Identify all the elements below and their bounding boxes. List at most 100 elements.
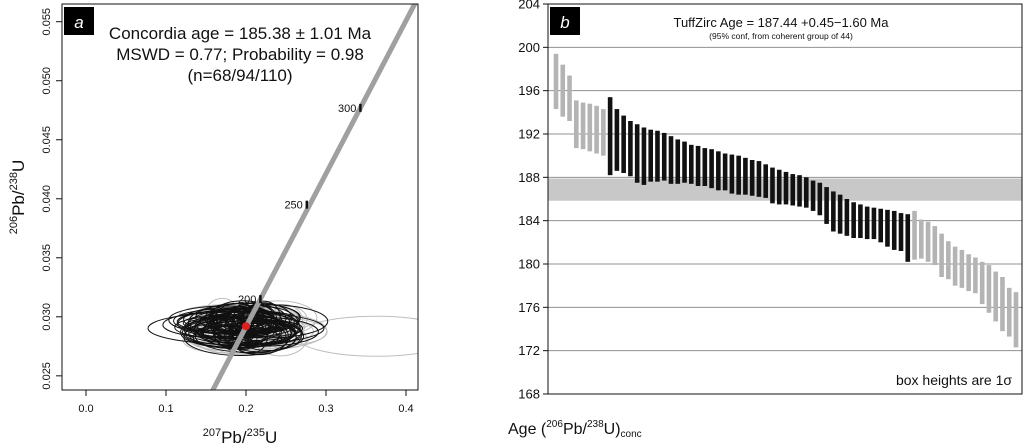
included-age-box bbox=[709, 149, 714, 189]
x-tick-label: 0.2 bbox=[238, 403, 253, 415]
excluded-age-box bbox=[560, 64, 566, 117]
concordia-tick-label: 300 bbox=[338, 103, 356, 115]
excluded-age-box bbox=[925, 221, 931, 262]
concordia-age-text: Concordia age = 185.38 ± 1.01 Ma bbox=[109, 24, 372, 43]
included-age-box bbox=[634, 124, 640, 183]
excluded-age-box bbox=[979, 261, 985, 305]
x-tick-label: 0.3 bbox=[318, 403, 333, 415]
excluded-age-box bbox=[601, 109, 606, 156]
y-axis-ticks-b: 168 172 176 180 184 188 192 196 200 204 bbox=[518, 0, 548, 402]
plot-frame bbox=[61, 3, 419, 391]
included-age-box bbox=[607, 97, 613, 176]
y-tick-label: 0.040 bbox=[41, 185, 53, 213]
xb-label-sup1: 206 bbox=[546, 419, 563, 430]
included-age-box bbox=[837, 194, 843, 234]
x-tick-label: 0.4 bbox=[398, 403, 413, 415]
included-age-box bbox=[817, 182, 823, 216]
excluded-age-box bbox=[1013, 292, 1019, 348]
included-age-box bbox=[668, 136, 674, 184]
y-tick-label: 0.025 bbox=[41, 362, 53, 390]
accepted-ellipse bbox=[184, 321, 296, 347]
included-age-box bbox=[648, 129, 654, 182]
plot-frame-b bbox=[547, 3, 1023, 395]
excluded-age-box bbox=[966, 254, 971, 292]
included-age-box bbox=[614, 109, 620, 171]
y-tick-label: 0.055 bbox=[41, 8, 53, 36]
y-tick-label-b: 176 bbox=[518, 300, 540, 315]
x-axis-label: 207Pb/235U bbox=[203, 427, 278, 447]
included-age-box bbox=[864, 206, 870, 240]
x-label-post: U bbox=[265, 428, 277, 447]
excluded-age-box bbox=[959, 249, 965, 288]
xb-label-sub: conc bbox=[621, 429, 642, 440]
xb-label-pre: Age ( bbox=[508, 421, 547, 438]
tuffzirc-age-subtitle: (95% conf, from coherent group of 44) bbox=[709, 31, 853, 41]
included-age-box bbox=[776, 169, 782, 205]
x-axis-ticks: 0.0 0.1 0.2 0.3 0.4 bbox=[78, 390, 414, 415]
excluded-age-box bbox=[580, 102, 586, 150]
included-age-box bbox=[885, 209, 890, 247]
xb-label-post: U) bbox=[604, 421, 621, 438]
y-tick-label-b: 180 bbox=[518, 257, 540, 272]
included-age-box bbox=[661, 132, 667, 181]
excluded-age-box bbox=[993, 271, 999, 322]
included-age-box bbox=[695, 145, 701, 186]
y-tick-label-b: 172 bbox=[518, 343, 540, 358]
x-label-sup: 235 bbox=[247, 427, 265, 439]
panel-label-b: b bbox=[560, 13, 569, 32]
included-age-box bbox=[770, 167, 775, 204]
excluded-age-box bbox=[946, 241, 951, 280]
age-boxes bbox=[553, 53, 1019, 348]
excluded-age-box bbox=[912, 210, 917, 260]
y-tick-label-b: 204 bbox=[518, 0, 540, 12]
included-age-box bbox=[905, 214, 911, 262]
included-age-box bbox=[675, 139, 681, 184]
excluded-age-box bbox=[567, 75, 572, 121]
y-label-mid: Pb/ bbox=[9, 190, 28, 216]
tuffzirc-panel: 168 172 176 180 184 188 192 196 200 204 b TuffZir… bbox=[508, 0, 1023, 440]
y-tick-label: 0.030 bbox=[41, 303, 53, 331]
y-label-post: U bbox=[9, 160, 28, 172]
accepted-ellipse bbox=[197, 311, 255, 342]
included-age-box bbox=[702, 148, 708, 186]
included-age-box bbox=[763, 164, 769, 198]
y-tick-label: 0.035 bbox=[41, 244, 53, 272]
y-tick-label-b: 196 bbox=[518, 83, 540, 98]
included-age-box bbox=[729, 154, 735, 194]
included-age-box bbox=[743, 157, 748, 195]
concordia-age-ticks: 200 250 300 bbox=[238, 103, 362, 306]
concordia-panel: 200 250 300 0.0 0.1 0.2 0.3 0.4 0.025 0.030 0.03… bbox=[8, 3, 419, 447]
accepted-ellipse bbox=[189, 315, 253, 338]
excluded-age-box bbox=[939, 233, 944, 277]
rejected-ellipse bbox=[295, 315, 418, 357]
accepted-ellipse bbox=[206, 304, 329, 339]
included-age-box bbox=[641, 127, 647, 185]
included-age-box bbox=[898, 213, 904, 251]
included-age-box bbox=[831, 191, 836, 232]
y-axis-ticks: 0.025 0.030 0.035 0.040 0.045 0.050 0.055 bbox=[41, 8, 62, 390]
included-age-box bbox=[682, 141, 687, 183]
xb-label-sup2: 238 bbox=[587, 419, 604, 430]
y-tick-label-b: 184 bbox=[518, 213, 540, 228]
included-age-box bbox=[655, 130, 660, 182]
y-tick-label: 0.050 bbox=[41, 67, 53, 95]
included-age-box bbox=[736, 155, 741, 195]
error-ellipses bbox=[147, 297, 418, 357]
box-height-note: box heights are 1σ bbox=[896, 372, 1012, 388]
included-age-box bbox=[891, 210, 897, 250]
excluded-age-box bbox=[1006, 287, 1012, 337]
panel-label-box bbox=[64, 7, 94, 35]
excluded-age-box bbox=[918, 219, 924, 259]
included-age-box bbox=[749, 160, 755, 196]
accepted-ellipse bbox=[174, 315, 271, 339]
included-age-box bbox=[878, 208, 884, 243]
panel-label: a bbox=[74, 13, 83, 32]
included-age-box bbox=[716, 151, 721, 191]
mswd-text: MSWD = 0.77; Probability = 0.98 bbox=[116, 45, 364, 64]
included-age-box bbox=[621, 115, 626, 173]
included-age-box bbox=[797, 175, 802, 207]
panel-label-box-b bbox=[550, 7, 580, 35]
tuffzirc-age-title: TuffZirc Age = 187.44 +0.45−1.60 Ma bbox=[673, 15, 889, 30]
included-age-box bbox=[844, 199, 850, 236]
included-age-box bbox=[871, 207, 877, 240]
